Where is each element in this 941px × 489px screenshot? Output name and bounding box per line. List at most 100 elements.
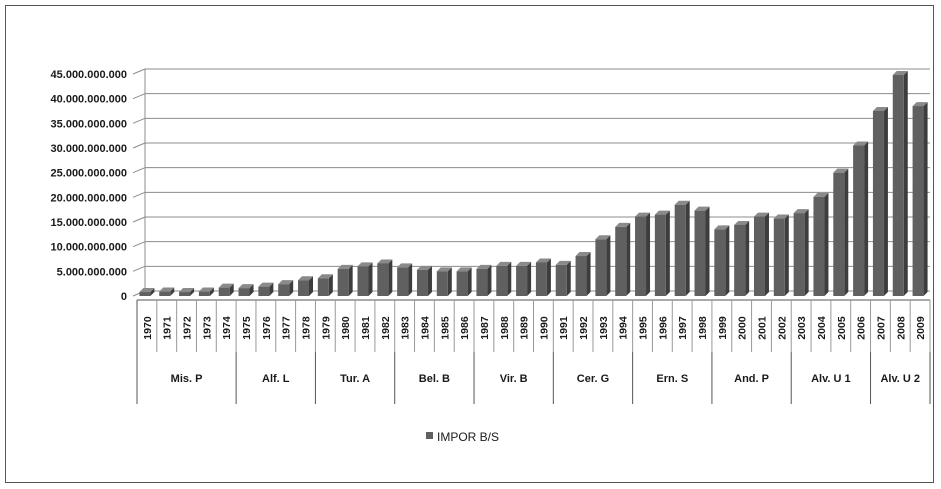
bar-1985: [436, 267, 452, 296]
bar-top: [674, 200, 690, 205]
bar-front: [892, 74, 904, 296]
bar-front: [635, 216, 647, 296]
x-tick-label: 2000: [737, 316, 749, 340]
bar-top: [496, 261, 512, 266]
bar-top: [833, 168, 849, 173]
bar-top: [535, 258, 551, 263]
bar-1977: [278, 280, 294, 296]
group-label: Alv. U 1: [811, 373, 851, 385]
x-tick-label: 1978: [301, 316, 313, 340]
bar-2003: [793, 209, 809, 296]
bar-top: [456, 267, 472, 272]
x-tick-label: 1981: [360, 316, 372, 340]
bar-1983: [397, 263, 413, 296]
x-tick-label: 1998: [697, 316, 709, 340]
bar-top: [377, 259, 393, 264]
x-tick-label: 1992: [578, 316, 590, 340]
bar-front: [139, 292, 151, 296]
legend-label: IMPOR B/S: [437, 430, 499, 444]
bar-top: [912, 102, 928, 107]
bar-side: [725, 225, 730, 296]
group-label: Mis. P: [171, 373, 203, 385]
bar-front: [535, 262, 547, 296]
bar-front: [317, 278, 329, 296]
y-tick-label: 5.000.000.000: [57, 266, 127, 278]
bar-top: [337, 264, 353, 269]
x-tick-label: 1982: [380, 316, 392, 340]
x-tick-label: 1975: [241, 316, 253, 340]
y-axis-tick-labels: 0 5.000.000.000 10.000.000.000 15.000.000.0…: [51, 69, 127, 303]
bar-1974: [218, 283, 234, 296]
bar-front: [298, 280, 310, 296]
bar-side: [745, 220, 750, 296]
x-tick-label: 1997: [677, 316, 689, 340]
x-tick-label: 1976: [261, 316, 273, 340]
x-axis-table: 1970 1971 1972 1973 1974 1975 1976 1977 1978 1979…: [136, 299, 931, 404]
bar-front: [258, 286, 270, 296]
bar-front: [734, 224, 746, 296]
bar-front: [714, 229, 726, 296]
bar-top: [813, 192, 829, 197]
bar-front: [357, 266, 369, 296]
bar-front: [476, 268, 488, 296]
bar-1997: [674, 200, 690, 296]
bar-1998: [694, 206, 710, 296]
bar-1994: [615, 222, 631, 296]
bar-front: [674, 204, 686, 296]
bar-front: [456, 271, 468, 296]
bar-side: [170, 287, 175, 296]
bar-1992: [575, 252, 591, 296]
bar-1990: [535, 258, 551, 296]
bar-side: [903, 70, 908, 296]
bar-side: [328, 274, 333, 296]
group-label: Cer. G: [577, 373, 609, 385]
x-tick-label: 1991: [558, 316, 570, 340]
x-tick-label: 2008: [895, 316, 907, 340]
x-tick-label: 2006: [856, 316, 868, 340]
bar-front: [397, 267, 409, 296]
bar-front: [853, 145, 865, 296]
bar-side: [249, 284, 254, 296]
bar-top: [278, 280, 294, 285]
bar-2001: [753, 212, 769, 296]
bar-front: [337, 268, 349, 296]
bar-side: [190, 288, 195, 296]
bar-1988: [496, 261, 512, 296]
legend-swatch: [426, 432, 433, 439]
bar-front: [872, 111, 884, 296]
bar-top: [773, 214, 789, 219]
bar-front: [159, 291, 171, 296]
bar-side: [844, 168, 849, 296]
x-tick-label: 1990: [538, 316, 550, 340]
x-tick-label: 1979: [320, 316, 332, 340]
bar-1973: [198, 287, 214, 296]
gridline-depth: [132, 167, 146, 174]
gridline-depth: [132, 117, 146, 124]
x-tick-label: 2003: [796, 316, 808, 340]
bar-top: [397, 263, 413, 268]
bar-top: [317, 274, 333, 279]
x-tick-label: 1973: [201, 316, 213, 340]
bar-side: [467, 267, 472, 296]
x-tick-label: 2007: [875, 316, 887, 340]
bar-side: [864, 141, 869, 296]
gridline-depth: [132, 241, 146, 248]
bar-top: [753, 212, 769, 217]
bar-side: [388, 259, 393, 296]
bar-side: [705, 206, 710, 296]
bar-2008: [892, 70, 908, 296]
bar-1991: [555, 260, 571, 296]
group-label: Tur. A: [340, 373, 370, 385]
bar-top: [694, 206, 710, 211]
bar-side: [665, 210, 670, 296]
bar-front: [615, 226, 627, 296]
bar-1970: [139, 288, 155, 296]
bar-side: [408, 263, 413, 296]
x-tick-label: 1972: [182, 316, 194, 340]
bar-1999: [714, 225, 730, 296]
bar-side: [626, 222, 631, 296]
bar-top: [238, 284, 254, 289]
bar-side: [824, 192, 829, 296]
bar-top: [159, 287, 175, 292]
